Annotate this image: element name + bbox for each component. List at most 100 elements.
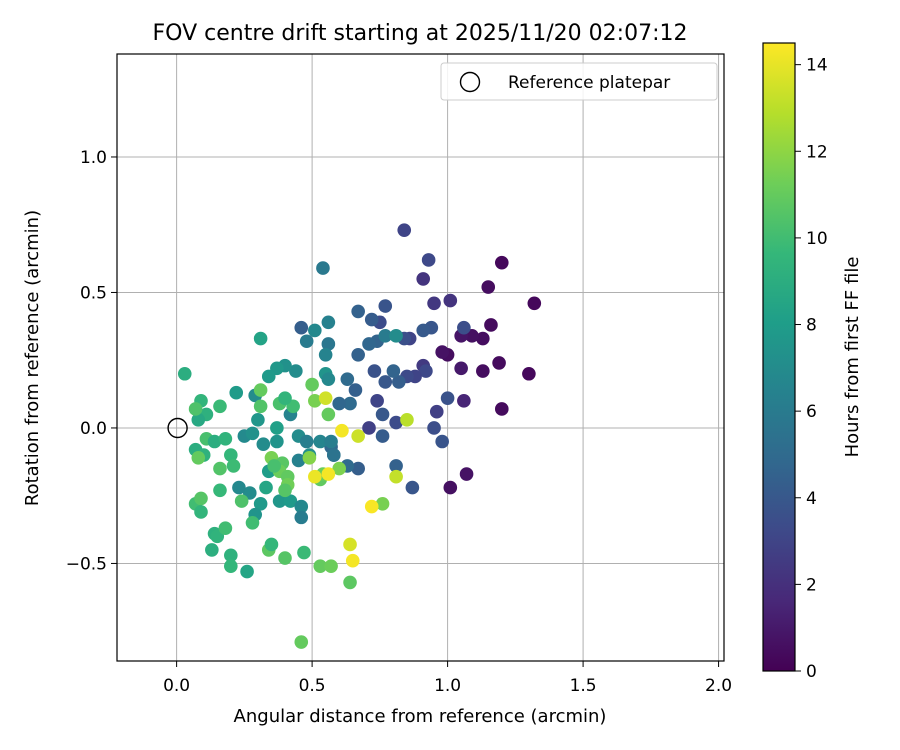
x-axis-ticks: 0.0 0.5 1.0 1.5 2.0 [163,661,732,696]
data-point [400,413,414,427]
data-point [308,469,322,484]
data-point [389,329,403,343]
data-point [253,331,268,346]
data-point [378,375,393,389]
data-point [326,448,341,462]
data-point [429,404,444,419]
data-point [522,366,536,381]
data-point [392,375,406,389]
data-point [481,280,496,294]
colorbar-tick-label: 12 [806,142,828,162]
data-point [476,331,490,346]
data-point [297,545,311,560]
colorbar: 0 2 4 6 8 10 12 14 Hours from first FF file [762,42,863,682]
colorbar-ticks: 0 2 4 6 8 10 12 14 [795,56,828,682]
colorbar-tick-label: 2 [806,575,817,595]
data-point [427,421,441,435]
data-point [253,497,268,511]
data-point [224,559,238,573]
colorbar-tick-label: 0 [806,662,817,682]
data-point [253,383,268,397]
x-axis-label: Angular distance from reference (arcmin) [234,706,607,727]
data-point [389,469,403,484]
data-point [343,575,357,590]
data-point [321,337,336,351]
data-point [321,315,336,330]
data-point [270,434,284,449]
plot-frame [116,53,725,662]
data-point [251,413,265,427]
data-point [443,293,458,308]
data-point [213,461,227,476]
data-point [294,320,309,335]
data-point [335,423,349,438]
data-point [270,421,284,435]
y-axis-ticks: −0.5 0.0 0.5 1.0 [66,148,117,574]
colorbar-tick-label: 14 [806,56,828,76]
data-point [194,505,208,519]
chart-title: FOV centre drift starting at 2025/11/20 … [153,21,688,46]
data-point [457,394,471,408]
data-point [253,399,268,414]
data-point [245,515,260,530]
y-tick-label: −0.5 [66,554,107,574]
x-tick-label: 0.5 [299,676,326,696]
colorbar-tick-label: 8 [806,316,817,336]
data-point [299,434,314,449]
data-point [454,361,468,376]
data-point [527,296,542,311]
data-point [345,553,360,568]
data-point [224,548,238,563]
data-point [364,312,379,327]
data-point [232,480,246,495]
data-point [343,396,357,411]
grid-lines [117,54,724,661]
data-point [476,364,490,378]
data-point [218,431,233,446]
colorbar-tick-label: 4 [806,489,817,509]
x-tick-label: 1.0 [434,676,461,696]
data-point [427,296,441,311]
data-point [177,366,192,381]
data-point [308,323,322,338]
data-point [375,429,390,443]
data-point [229,385,244,400]
data-point [457,320,471,335]
colorbar-tick-label: 6 [806,402,817,422]
data-point [324,559,338,573]
data-point [484,318,498,332]
data-point [435,434,449,449]
data-point [378,299,393,313]
data-point [389,459,403,473]
data-point [205,543,219,557]
data-point [259,480,273,495]
data-point [213,399,227,414]
legend: Reference platepar [440,62,718,101]
reference-marker [167,417,188,439]
data-point [332,396,347,411]
x-tick-label: 0.0 [163,676,190,696]
data-point [191,413,206,427]
data-point [234,494,249,508]
data-point [299,334,314,349]
data-point [386,364,401,378]
data-point [226,459,241,473]
data-point [240,564,254,579]
legend-box [440,62,718,101]
data-point [494,255,509,270]
data-point [278,483,292,498]
colorbar-label: Hours from first FF file [842,257,863,458]
data-point [421,253,436,267]
data-point [324,434,338,449]
y-tick-label: 0.5 [80,283,107,303]
data-point [207,434,222,449]
data-point [213,483,227,498]
data-point [440,391,455,405]
data-point [188,402,203,416]
data-point [283,494,298,508]
data-point [313,434,328,449]
data-point [364,499,379,514]
data-point [256,437,271,452]
data-point [291,453,306,468]
